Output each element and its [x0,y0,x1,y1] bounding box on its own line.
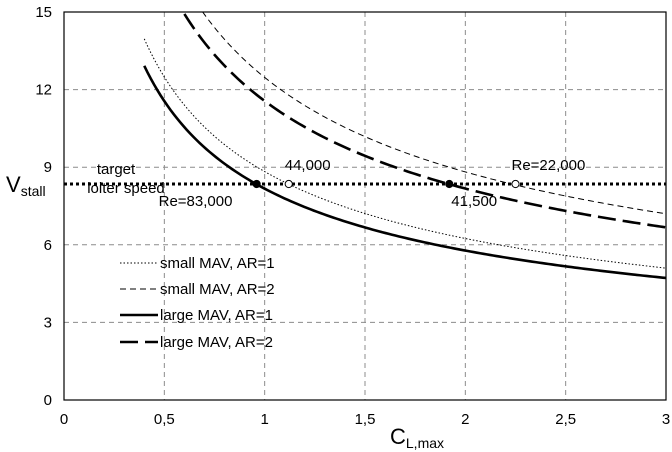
grid-lines [64,12,666,400]
x-tick-label: 1 [260,411,268,428]
target-loiter-speed-line: target loiter speed [64,161,666,197]
legend: small MAV, AR=1 small MAV, AR=2 large MAV,… [120,255,275,351]
target-label: target [97,161,136,178]
reynolds-annotations: Re=83,000 44,000 41,500 Re=22,000 [159,157,586,210]
legend-label-3: large MAV, AR=1 [160,307,273,324]
x-tick-label: 3 [662,411,670,428]
y-tick-label: 0 [44,392,52,409]
y-tick-label: 12 [35,82,52,99]
y-axis-title: Vstall [6,172,46,199]
loiter-speed-label: loiter speed [87,180,165,197]
x-tick-label: 2 [461,411,469,428]
y-tick-label: 15 [35,4,52,21]
annotation-4: Re=22,000 [512,157,586,174]
x-tick-label: 2,5 [555,411,576,428]
filled-marker-3 [445,179,454,189]
x-tick-label: 0 [60,411,68,428]
data-markers [252,179,520,189]
series-line-1 [143,38,666,269]
legend-label-1: small MAV, AR=1 [160,255,275,272]
series-lines [143,12,666,280]
x-axis-title: CL,max [390,424,444,451]
filled-marker-1 [252,179,261,189]
y-tick-label: 3 [44,314,52,331]
y-tick-label: 9 [44,159,52,176]
plot-frame [63,11,667,401]
y-tick-label: 6 [44,237,52,254]
open-marker-4 [511,179,520,189]
series-line-3 [143,65,666,280]
tick-labels: 0 0,5 1 1,5 2 2,5 3 0 3 6 9 12 15 [35,4,670,428]
annotation-1: Re=83,000 [159,193,233,210]
annotation-3: 41,500 [451,193,497,210]
x-tick-label: 0,5 [154,411,175,428]
annotation-2: 44,000 [285,157,331,174]
legend-label-4: large MAV, AR=2 [160,334,273,351]
series-line-2 [202,12,666,215]
open-marker-2 [284,179,293,189]
legend-label-2: small MAV, AR=2 [160,281,275,298]
x-tick-label: 1,5 [355,411,376,428]
series-line-4 [183,13,666,229]
